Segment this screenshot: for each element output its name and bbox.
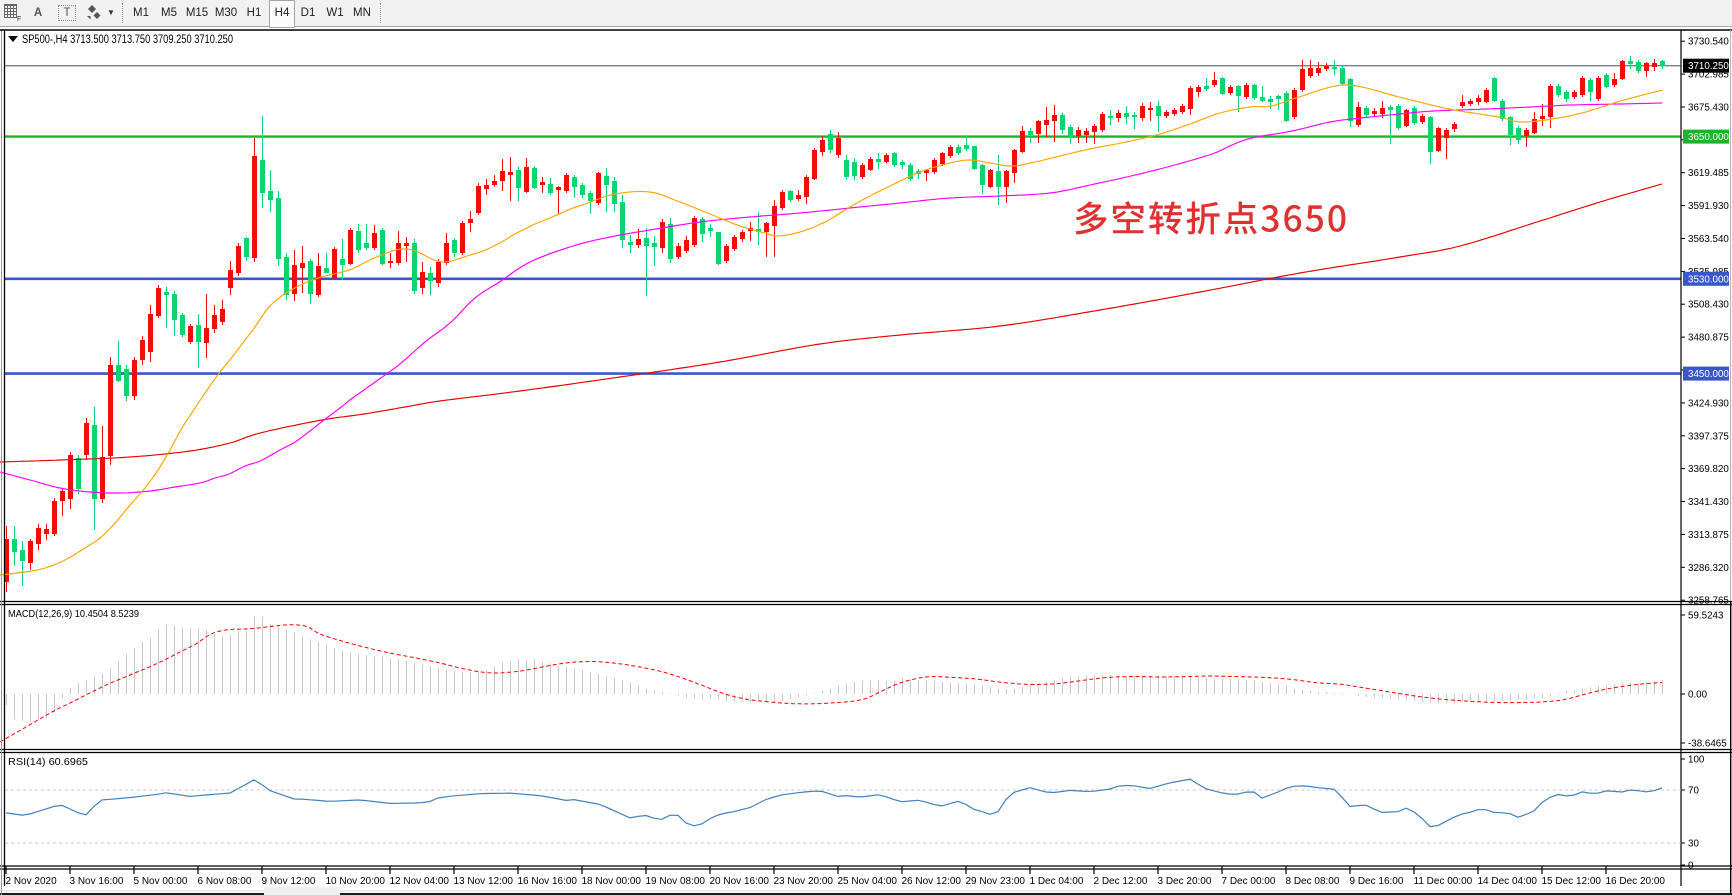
svg-text:MACD(12,26,9) 10.4504 8.5239: MACD(12,26,9) 10.4504 8.5239 (8, 609, 139, 620)
svg-text:19 Nov 08:00: 19 Nov 08:00 (646, 876, 706, 887)
svg-text:3650.000: 3650.000 (1688, 132, 1729, 143)
svg-text:3 Nov 16:00: 3 Nov 16:00 (70, 876, 124, 887)
svg-text:7 Dec 00:00: 7 Dec 00:00 (1222, 876, 1276, 887)
svg-text:3563.540: 3563.540 (1688, 234, 1729, 245)
svg-text:3530.000: 3530.000 (1688, 274, 1729, 285)
svg-text:18 Nov 00:00: 18 Nov 00:00 (582, 876, 642, 887)
svg-text:0: 0 (1688, 861, 1694, 872)
svg-text:15 Dec 12:00: 15 Dec 12:00 (1542, 876, 1602, 887)
svg-text:3710.250: 3710.250 (1688, 61, 1729, 72)
svg-text:2 Dec 12:00: 2 Dec 12:00 (1094, 876, 1148, 887)
svg-text:6 Nov 08:00: 6 Nov 08:00 (198, 876, 252, 887)
svg-text:23 Nov 20:00: 23 Nov 20:00 (774, 876, 834, 887)
svg-text:-38.6465: -38.6465 (1688, 739, 1727, 750)
svg-text:3591.930: 3591.930 (1688, 201, 1729, 212)
svg-text:5 Nov 00:00: 5 Nov 00:00 (134, 876, 188, 887)
svg-text:2 Nov 2020: 2 Nov 2020 (6, 876, 58, 887)
svg-text:30: 30 (1688, 839, 1699, 850)
svg-text:3508.430: 3508.430 (1688, 300, 1729, 311)
svg-text:3369.820: 3369.820 (1688, 464, 1729, 475)
svg-text:14 Dec 04:00: 14 Dec 04:00 (1478, 876, 1538, 887)
svg-text:3 Dec 20:00: 3 Dec 20:00 (1158, 876, 1212, 887)
svg-text:16 Dec 20:00: 16 Dec 20:00 (1606, 876, 1666, 887)
svg-text:3424.930: 3424.930 (1688, 398, 1729, 409)
svg-text:9 Nov 12:00: 9 Nov 12:00 (262, 876, 316, 887)
svg-text:9 Dec 16:00: 9 Dec 16:00 (1350, 876, 1404, 887)
svg-text:16 Nov 16:00: 16 Nov 16:00 (518, 876, 578, 887)
svg-text:100: 100 (1688, 755, 1705, 766)
svg-text:11 Dec 00:00: 11 Dec 00:00 (1414, 876, 1473, 887)
svg-text:0.00: 0.00 (1688, 690, 1708, 701)
svg-text:12 Nov 04:00: 12 Nov 04:00 (390, 876, 450, 887)
svg-text:3397.375: 3397.375 (1688, 431, 1729, 442)
svg-text:3450.000: 3450.000 (1688, 369, 1729, 380)
svg-text:3730.540: 3730.540 (1688, 37, 1729, 48)
svg-text:3286.320: 3286.320 (1688, 563, 1729, 574)
svg-text:3480.875: 3480.875 (1688, 333, 1729, 344)
svg-text:13 Nov 12:00: 13 Nov 12:00 (454, 876, 514, 887)
svg-text:3702.985: 3702.985 (1688, 70, 1729, 81)
svg-text:3341.430: 3341.430 (1688, 497, 1729, 508)
svg-text:RSI(14) 60.6965: RSI(14) 60.6965 (8, 757, 88, 768)
svg-text:20 Nov 16:00: 20 Nov 16:00 (710, 876, 770, 887)
svg-text:26 Nov 12:00: 26 Nov 12:00 (902, 876, 962, 887)
svg-text:70: 70 (1688, 786, 1699, 797)
svg-text:1 Dec 04:00: 1 Dec 04:00 (1030, 876, 1084, 887)
svg-text:8 Dec 08:00: 8 Dec 08:00 (1286, 876, 1340, 887)
svg-text:3675.430: 3675.430 (1688, 103, 1729, 114)
svg-text:29 Nov 23:00: 29 Nov 23:00 (966, 876, 1026, 887)
svg-text:10 Nov 20:00: 10 Nov 20:00 (326, 876, 386, 887)
svg-text:F: F (17, 16, 21, 22)
svg-text:3313.875: 3313.875 (1688, 530, 1729, 541)
svg-text:25 Nov 04:00: 25 Nov 04:00 (838, 876, 898, 887)
svg-text:59.5243: 59.5243 (1688, 611, 1724, 622)
svg-text:3619.485: 3619.485 (1688, 168, 1729, 179)
svg-text:SP500-,H4 3713.500 3713.750 3: SP500-,H4 3713.500 3713.750 3709.250 371… (22, 34, 233, 46)
